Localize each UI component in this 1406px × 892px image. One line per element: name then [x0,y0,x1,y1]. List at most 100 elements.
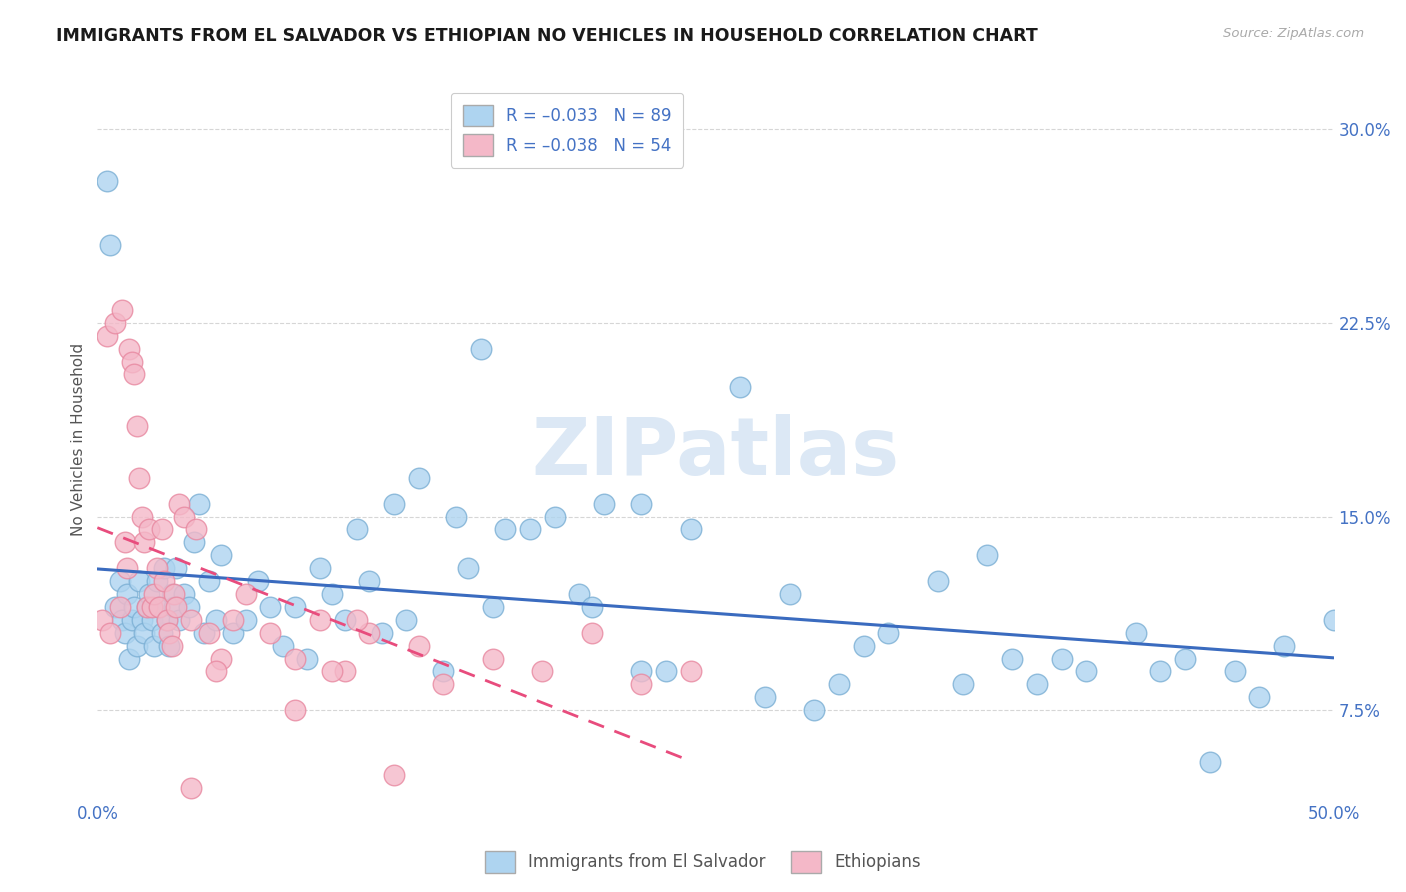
Point [166,599,188,614]
Point [432,677,454,691]
Legend: R = –0.033   N = 89, R = –0.038   N = 54: R = –0.033 N = 89, R = –0.038 N = 54 [451,93,683,168]
Point [1050,651,1073,665]
Point [145,561,167,575]
Point [173,509,195,524]
Point [235,613,257,627]
Point [96,174,118,188]
Legend: Immigrants from El Salvador, Ethiopians: Immigrants from El Salvador, Ethiopians [478,845,928,880]
Point [444,509,467,524]
Point [321,587,343,601]
Point [284,651,307,665]
Point [143,639,166,653]
Point [118,342,141,356]
Point [138,523,160,537]
Point [1199,755,1222,769]
Point [470,342,492,356]
Point [121,613,143,627]
Point [205,665,228,679]
Point [177,599,200,614]
Point [91,613,114,627]
Point [166,561,188,575]
Point [259,599,281,614]
Point [222,625,245,640]
Point [96,328,118,343]
Point [222,613,245,627]
Point [235,587,257,601]
Text: Source: ZipAtlas.com: Source: ZipAtlas.com [1223,27,1364,40]
Point [382,768,405,782]
Point [153,561,176,575]
Point [167,497,190,511]
Point [630,677,652,691]
Point [163,599,186,614]
Point [131,613,153,627]
Point [828,677,851,691]
Point [593,497,616,511]
Point [98,625,121,640]
Point [297,651,319,665]
Point [482,651,505,665]
Point [183,535,205,549]
Point [1125,625,1147,640]
Point [803,703,825,717]
Point [131,509,153,524]
Point [193,625,215,640]
Point [852,639,875,653]
Point [494,523,516,537]
Point [141,613,163,627]
Point [134,535,156,549]
Y-axis label: No Vehicles in Household: No Vehicles in Household [72,343,86,535]
Point [141,599,163,614]
Point [135,599,157,614]
Point [104,316,127,330]
Text: IMMIGRANTS FROM EL SALVADOR VS ETHIOPIAN NO VEHICLES IN HOUSEHOLD CORRELATION CH: IMMIGRANTS FROM EL SALVADOR VS ETHIOPIAN… [56,27,1038,45]
Point [679,665,702,679]
Point [209,548,232,562]
Point [205,613,228,627]
Point [128,574,150,588]
Point [457,561,479,575]
Point [382,497,405,511]
Point [115,561,138,575]
Point [754,690,776,705]
Point [125,419,148,434]
Point [1025,677,1047,691]
Point [359,574,381,588]
Point [655,665,678,679]
Point [148,599,170,614]
Point [124,599,146,614]
Point [108,574,131,588]
Point [408,639,430,653]
Point [111,613,134,627]
Point [153,574,176,588]
Point [157,639,180,653]
Point [395,613,418,627]
Point [284,703,307,717]
Point [167,613,190,627]
Point [308,613,330,627]
Point [180,613,202,627]
Point [124,368,146,382]
Point [308,561,330,575]
Point [482,599,505,614]
Point [143,587,166,601]
Point [138,587,160,601]
Point [148,599,170,614]
Point [173,587,195,601]
Point [187,497,209,511]
Point [247,574,270,588]
Point [976,548,998,562]
Point [333,665,356,679]
Point [679,523,702,537]
Text: ZIPatlas: ZIPatlas [531,415,900,492]
Point [630,497,652,511]
Point [121,354,143,368]
Point [150,625,173,640]
Point [180,780,202,795]
Point [1272,639,1295,653]
Point [118,651,141,665]
Point [115,587,138,601]
Point [128,471,150,485]
Point [568,587,591,601]
Point [581,599,603,614]
